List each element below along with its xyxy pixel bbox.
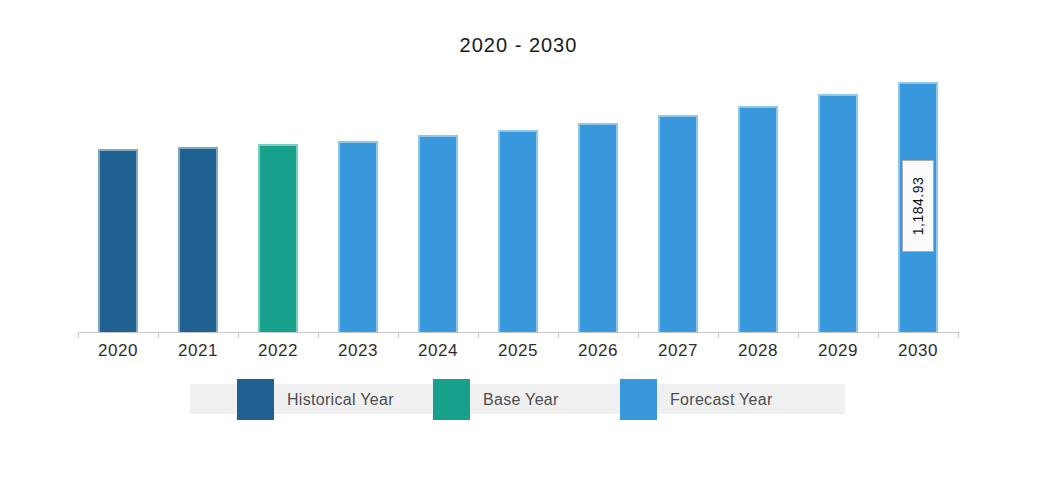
value-label-box-2030: 1,184.93 <box>902 160 934 252</box>
x-axis-label-2025: 2025 <box>478 341 558 361</box>
value-label-2030: 1,184.93 <box>910 177 926 236</box>
x-axis-tick <box>398 332 399 338</box>
x-axis-label-2022: 2022 <box>238 341 318 361</box>
x-axis-tick <box>558 332 559 338</box>
bar-2023 <box>338 141 378 332</box>
x-axis-label-2030: 2030 <box>878 341 958 361</box>
bar-2021 <box>178 147 218 332</box>
legend-item-historical: Historical Year <box>237 379 394 420</box>
bar-2026 <box>578 123 618 332</box>
x-axis-label-2020: 2020 <box>78 341 158 361</box>
x-axis-line <box>78 332 959 333</box>
x-axis-tick <box>318 332 319 338</box>
x-axis-label-2026: 2026 <box>558 341 638 361</box>
x-axis-label-2027: 2027 <box>638 341 718 361</box>
x-axis-tick <box>958 332 959 338</box>
bar-2028 <box>738 106 778 332</box>
legend-label-forecast: Forecast Year <box>670 391 773 409</box>
bar-2027 <box>658 115 698 332</box>
x-axis-label-2028: 2028 <box>718 341 798 361</box>
bar-2024 <box>418 135 458 332</box>
x-axis-tick <box>878 332 879 338</box>
x-axis-label-2029: 2029 <box>798 341 878 361</box>
legend-label-base: Base Year <box>483 391 559 409</box>
x-axis-tick <box>78 332 79 338</box>
bar-2029 <box>818 94 858 332</box>
x-axis-label-2023: 2023 <box>318 341 398 361</box>
legend-item-base: Base Year <box>433 379 559 420</box>
legend-swatch-historical <box>237 379 274 420</box>
x-axis-label-2024: 2024 <box>398 341 478 361</box>
bar-2022 <box>258 144 298 332</box>
legend-label-historical: Historical Year <box>287 391 394 409</box>
x-axis-tick <box>718 332 719 338</box>
market-forecast-chart: 2020 - 2030 2020202120222023202420252026… <box>0 0 1037 481</box>
x-axis-tick <box>478 332 479 338</box>
x-axis-tick <box>158 332 159 338</box>
legend-swatch-forecast <box>620 379 657 420</box>
x-axis-tick <box>638 332 639 338</box>
legend-swatch-base <box>433 379 470 420</box>
x-axis-tick <box>798 332 799 338</box>
x-axis-tick <box>238 332 239 338</box>
legend-item-forecast: Forecast Year <box>620 379 773 420</box>
bar-2025 <box>498 130 538 332</box>
bar-2020 <box>98 149 138 332</box>
x-axis-label-2021: 2021 <box>158 341 238 361</box>
